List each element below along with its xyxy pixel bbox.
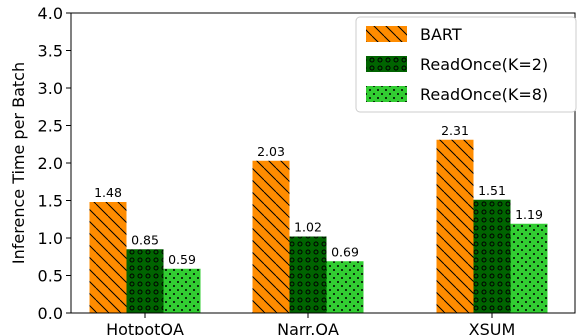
y-tick-label: 3.5 (38, 42, 63, 61)
y-axis-ticks: 0.0 0.5 1.0 1.5 2.0 2.5 3.0 3.5 4.0 (38, 4, 71, 323)
data-label: 1.19 (515, 207, 543, 222)
data-label: 2.03 (257, 144, 285, 159)
x-axis-ticks: HotpotQA Narr.QA XSUM (106, 313, 515, 335)
data-label: 1.51 (478, 183, 506, 198)
legend-swatch (366, 26, 407, 42)
legend-swatch (366, 86, 407, 102)
legend-label: ReadOnce(K=8) (420, 85, 548, 104)
x-tick-label: Narr.QA (277, 320, 339, 335)
y-tick-label: 2.0 (38, 154, 63, 173)
legend-label: ReadOnce(K=2) (420, 55, 548, 74)
bars (89, 139, 548, 313)
bar-readonce-k-8--xsum (510, 223, 548, 313)
bar-bart-xsum (436, 139, 474, 313)
data-label: 0.85 (131, 232, 159, 247)
bar-readonce-k-2--xsum (473, 199, 511, 313)
data-label: 1.02 (294, 220, 322, 235)
bar-bart-hotpotqa (89, 202, 127, 313)
y-tick-label: 1.0 (38, 229, 63, 248)
x-tick-label: XSUM (469, 320, 516, 335)
bar-readonce-k-8--hotpotqa (163, 268, 201, 313)
data-label: 0.59 (168, 252, 196, 267)
legend-label: BART (420, 25, 462, 44)
y-tick-label: 3.0 (38, 79, 63, 98)
bar-readonce-k-2--hotpotqa (126, 249, 164, 313)
plot-frame (70, 12, 576, 314)
data-label: 2.31 (441, 123, 469, 138)
bar-readonce-k-2--narr-qa (289, 236, 327, 313)
data-label: 1.48 (94, 185, 122, 200)
y-tick-label: 2.5 (38, 117, 63, 136)
data-label: 0.69 (331, 244, 359, 259)
legend: BART ReadOnce(K=2) ReadOnce(K=8) (355, 16, 577, 113)
data-labels: 1.48 0.85 0.59 2.03 1.02 0.69 2.31 1.51 1.19 (94, 123, 543, 267)
y-tick-label: 4.0 (38, 4, 63, 23)
axes-frame (70, 12, 576, 314)
bar-bart-narr-qa (252, 160, 290, 313)
x-tick-label: HotpotQA (106, 320, 184, 335)
y-axis-label: Inference Time per Batch (9, 62, 28, 264)
legend-box (355, 16, 577, 113)
bar-readonce-k-8--narr-qa (326, 261, 364, 313)
legend-swatch (366, 56, 407, 72)
y-tick-label: 1.5 (38, 192, 63, 211)
y-tick-label: 0.5 (38, 267, 63, 286)
y-tick-label: 0.0 (38, 304, 63, 323)
